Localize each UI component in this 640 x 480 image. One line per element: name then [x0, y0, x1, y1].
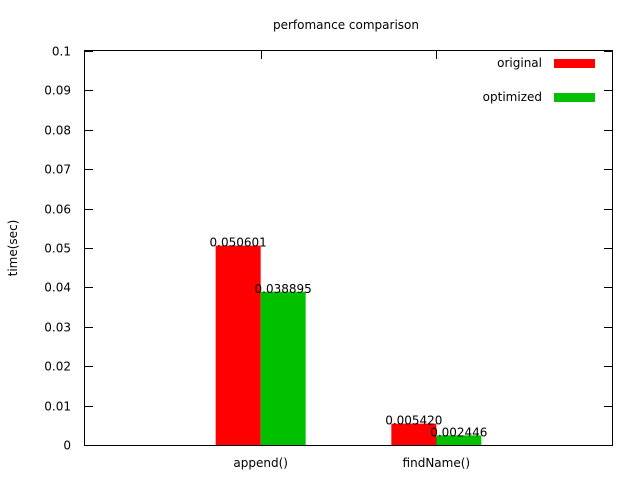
data-label: 0.038895 [255, 282, 312, 296]
bar-optimized [436, 435, 482, 445]
data-label: 0.005420 [385, 414, 442, 428]
chart-title: perfomance comparison [273, 18, 419, 32]
y-tick-label: 0.09 [44, 84, 71, 98]
y-tick-label: 0 [63, 439, 71, 453]
data-label: 0.002446 [430, 425, 487, 439]
y-tick-label: 0.03 [44, 321, 71, 335]
y-tick-label: 0.05 [44, 242, 71, 256]
plot-frame [84, 50, 613, 446]
bar-original [391, 423, 437, 445]
bars [215, 245, 482, 445]
y-tick-label: 0.1 [52, 45, 71, 59]
y-tick-label: 0.07 [44, 163, 71, 177]
legend-swatch [554, 59, 595, 68]
x-tick-label: findName() [403, 456, 471, 470]
legend-label: optimized [483, 90, 542, 104]
bar-original [215, 245, 261, 445]
x-tick-label: append() [233, 456, 288, 470]
y-tick-label: 0.02 [44, 360, 71, 374]
legend: original optimized [483, 56, 595, 104]
legend-swatch [554, 93, 595, 102]
y-axis-ticks: 0 0.01 0.02 0.03 0.04 0.05 0.06 0.07 0.08 0.09 0.1 [44, 45, 612, 453]
y-axis-label: time(sec) [6, 220, 20, 277]
y-tick-label: 0.04 [44, 281, 71, 295]
y-tick-label: 0.01 [44, 400, 71, 414]
legend-label: original [497, 56, 542, 70]
bar-optimized [260, 291, 306, 445]
data-label: 0.050601 [210, 236, 267, 250]
y-tick-label: 0.08 [44, 124, 71, 138]
y-tick-label: 0.06 [44, 203, 71, 217]
